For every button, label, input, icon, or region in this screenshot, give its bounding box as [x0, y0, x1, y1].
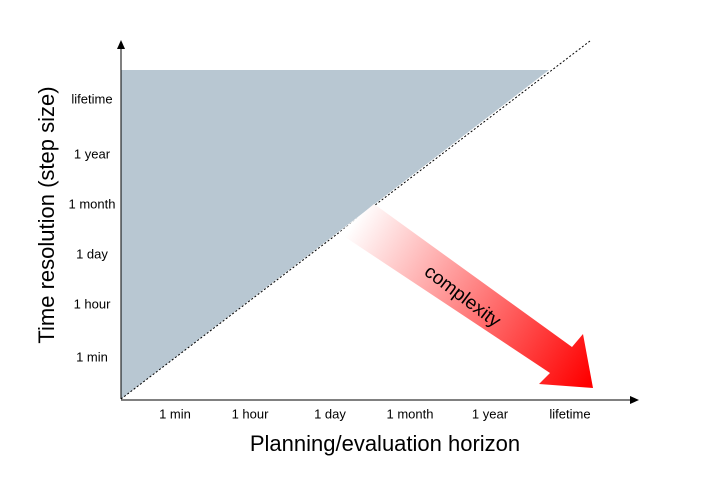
y-tick-label: 1 month — [69, 196, 116, 211]
x-axis-arrowhead — [630, 396, 639, 404]
x-axis-title: Planning/evaluation horizon — [250, 431, 520, 456]
y-tick-label: 1 hour — [74, 296, 112, 311]
y-axis-title: Time resolution (step size) — [34, 86, 59, 343]
x-tick-label: 1 hour — [232, 406, 270, 421]
y-tick-label: 1 year — [74, 146, 111, 161]
x-tick-label: 1 min — [159, 406, 191, 421]
y-tick-label: lifetime — [71, 91, 112, 106]
feasible-region — [121, 70, 549, 399]
x-tick-label: 1 month — [387, 406, 434, 421]
y-tick-label: 1 min — [76, 349, 108, 364]
y-tick-label: 1 day — [76, 246, 108, 261]
x-tick-label: lifetime — [549, 406, 590, 421]
x-tick-label: 1 day — [314, 406, 346, 421]
x-tick-label: 1 year — [472, 406, 509, 421]
complexity-arrow — [339, 204, 593, 388]
y-axis-arrowhead — [117, 40, 125, 49]
